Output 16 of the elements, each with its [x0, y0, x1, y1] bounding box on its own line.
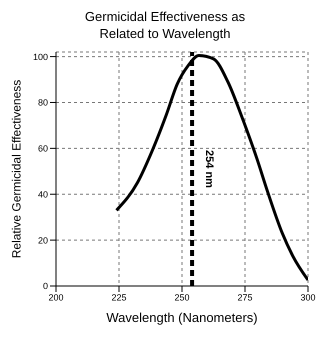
- x-tick-label: 200: [48, 292, 64, 302]
- y-tick-label: 0: [42, 281, 48, 292]
- chart-title: Germicidal Effectiveness as Related to Wavelength: [84, 8, 246, 42]
- line-series: [114, 54, 308, 282]
- x-tick-label: 225: [111, 292, 127, 302]
- y-tick-label: 60: [38, 144, 48, 154]
- ref-line-label: 254 nm: [203, 150, 216, 188]
- y-tick-label: 80: [38, 98, 48, 108]
- x-tick-label: 250: [174, 292, 190, 302]
- y-tick-label: 20: [38, 235, 48, 246]
- y-tick-label: 40: [38, 189, 48, 200]
- x-axis-title: Wavelength (Nanometers): [106, 310, 258, 325]
- y-tick-label: 100: [32, 52, 48, 62]
- x-tick-label: 275: [237, 292, 253, 302]
- y-axis-title: Relative Germicidal Effectiveness: [9, 80, 24, 258]
- x-tick-label: 300: [300, 292, 316, 302]
